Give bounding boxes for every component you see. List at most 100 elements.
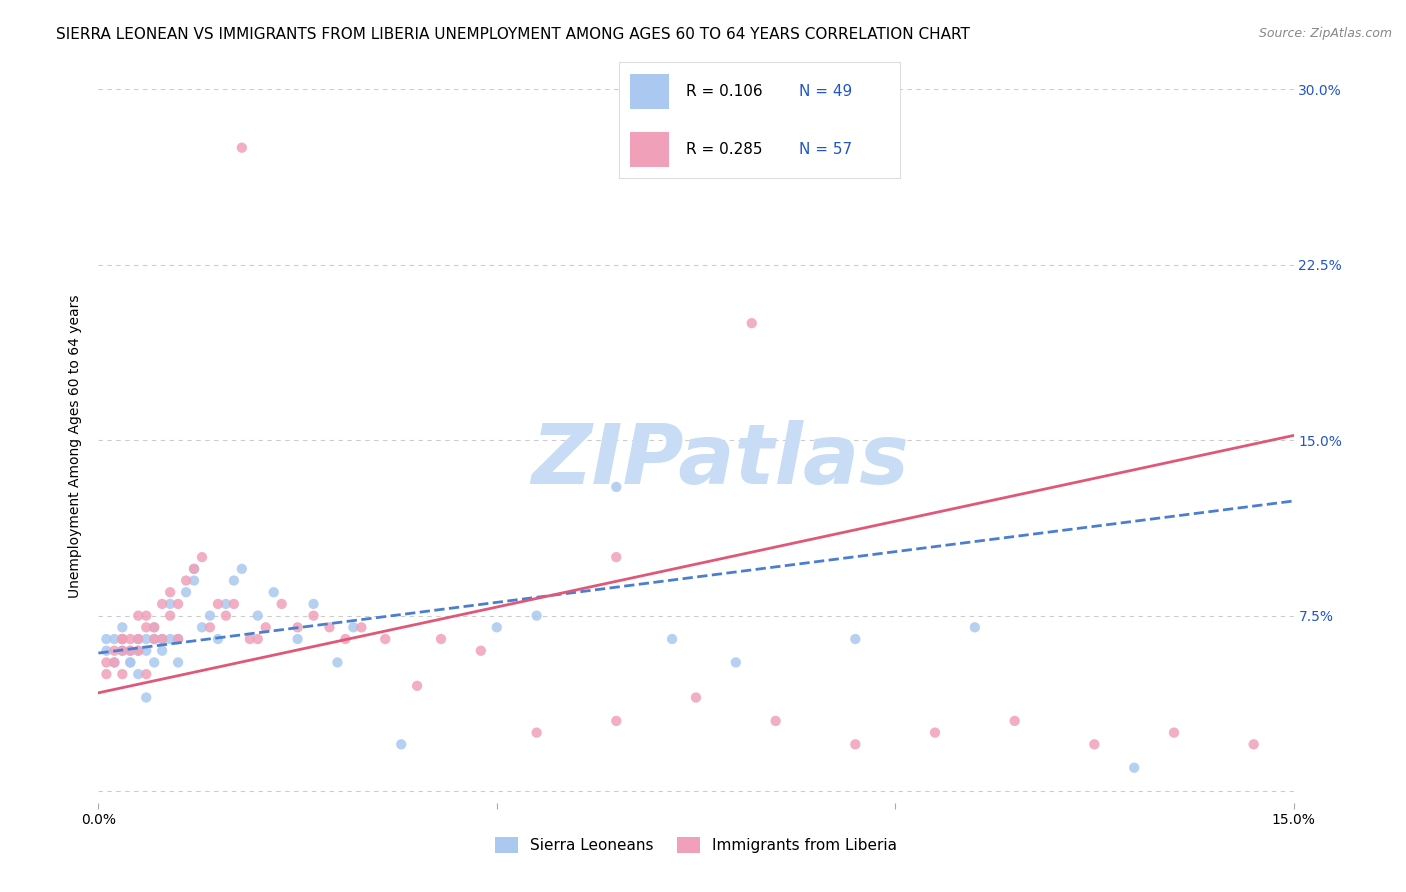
Point (111, 632, 134, 646)
Point (1123, 761, 1146, 775)
Point (135, 667, 157, 681)
Point (183, 574, 205, 588)
Point (215, 597, 238, 611)
Point (350, 620, 373, 634)
Point (924, 725, 946, 739)
Point (135, 644, 157, 658)
Legend: Sierra Leoneans, Immigrants from Liberia: Sierra Leoneans, Immigrants from Liberia (489, 831, 903, 859)
Point (231, 562, 253, 576)
Point (111, 667, 134, 681)
Point (685, 690, 707, 705)
Point (150, 597, 173, 611)
Point (844, 632, 866, 646)
Point (302, 608, 325, 623)
Point (174, 585, 197, 599)
Point (263, 585, 285, 599)
Point (470, 644, 492, 658)
Point (127, 632, 149, 646)
Point (167, 656, 190, 670)
Point (111, 632, 134, 646)
Point (127, 632, 149, 646)
Point (127, 644, 149, 658)
Point (150, 644, 173, 658)
Point (526, 725, 548, 739)
Point (120, 644, 142, 658)
Point (335, 632, 357, 646)
Point (127, 644, 149, 658)
Point (111, 644, 134, 658)
Point (485, 620, 508, 634)
Point (143, 656, 166, 670)
FancyBboxPatch shape (630, 74, 669, 109)
FancyBboxPatch shape (630, 132, 669, 167)
Point (96, 644, 118, 658)
Point (191, 620, 214, 634)
Point (1163, 725, 1185, 739)
Y-axis label: Unemployment Among Ages 60 to 64 years: Unemployment Among Ages 60 to 64 years (69, 294, 83, 598)
Point (963, 620, 986, 634)
Point (239, 632, 262, 646)
Point (198, 620, 221, 634)
Point (191, 550, 214, 565)
Point (135, 632, 157, 646)
Point (287, 632, 309, 646)
Point (127, 667, 149, 681)
Point (374, 632, 396, 646)
Point (254, 620, 277, 634)
Point (389, 737, 412, 751)
Point (111, 644, 134, 658)
Point (111, 620, 134, 634)
Point (143, 632, 166, 646)
Point (120, 656, 142, 670)
Point (135, 620, 157, 634)
Point (215, 608, 238, 623)
Point (1004, 714, 1026, 728)
Point (143, 632, 166, 646)
Point (661, 632, 683, 646)
Point (103, 632, 125, 646)
Point (765, 714, 787, 728)
Text: ZIPatlas: ZIPatlas (531, 420, 908, 500)
Point (605, 480, 627, 494)
Point (430, 632, 453, 646)
Text: R = 0.285: R = 0.285 (686, 142, 762, 157)
Point (287, 620, 309, 634)
Point (167, 632, 190, 646)
Point (318, 620, 340, 634)
Point (159, 597, 181, 611)
Point (605, 714, 627, 728)
Point (96, 632, 118, 646)
Point (167, 632, 190, 646)
Point (724, 656, 747, 670)
Point (198, 608, 221, 623)
Point (246, 608, 269, 623)
Point (406, 679, 429, 693)
Point (342, 620, 364, 634)
Point (526, 608, 548, 623)
Point (167, 597, 190, 611)
Point (183, 562, 205, 576)
Point (103, 656, 125, 670)
Point (143, 620, 166, 634)
Point (120, 656, 142, 670)
Point (222, 574, 245, 588)
Point (302, 597, 325, 611)
Point (96, 656, 118, 670)
Point (127, 608, 149, 623)
Point (159, 632, 181, 646)
Point (222, 597, 245, 611)
Point (605, 550, 627, 565)
Point (159, 608, 181, 623)
Point (120, 632, 142, 646)
Point (96, 667, 118, 681)
Point (1083, 737, 1105, 751)
Point (103, 656, 125, 670)
Point (174, 574, 197, 588)
Point (135, 608, 157, 623)
Point (103, 644, 125, 658)
Point (150, 632, 173, 646)
Text: SIERRA LEONEAN VS IMMIGRANTS FROM LIBERIA UNEMPLOYMENT AMONG AGES 60 TO 64 YEARS: SIERRA LEONEAN VS IMMIGRANTS FROM LIBERI… (56, 27, 970, 42)
Point (844, 737, 866, 751)
Point (120, 644, 142, 658)
Point (326, 656, 349, 670)
